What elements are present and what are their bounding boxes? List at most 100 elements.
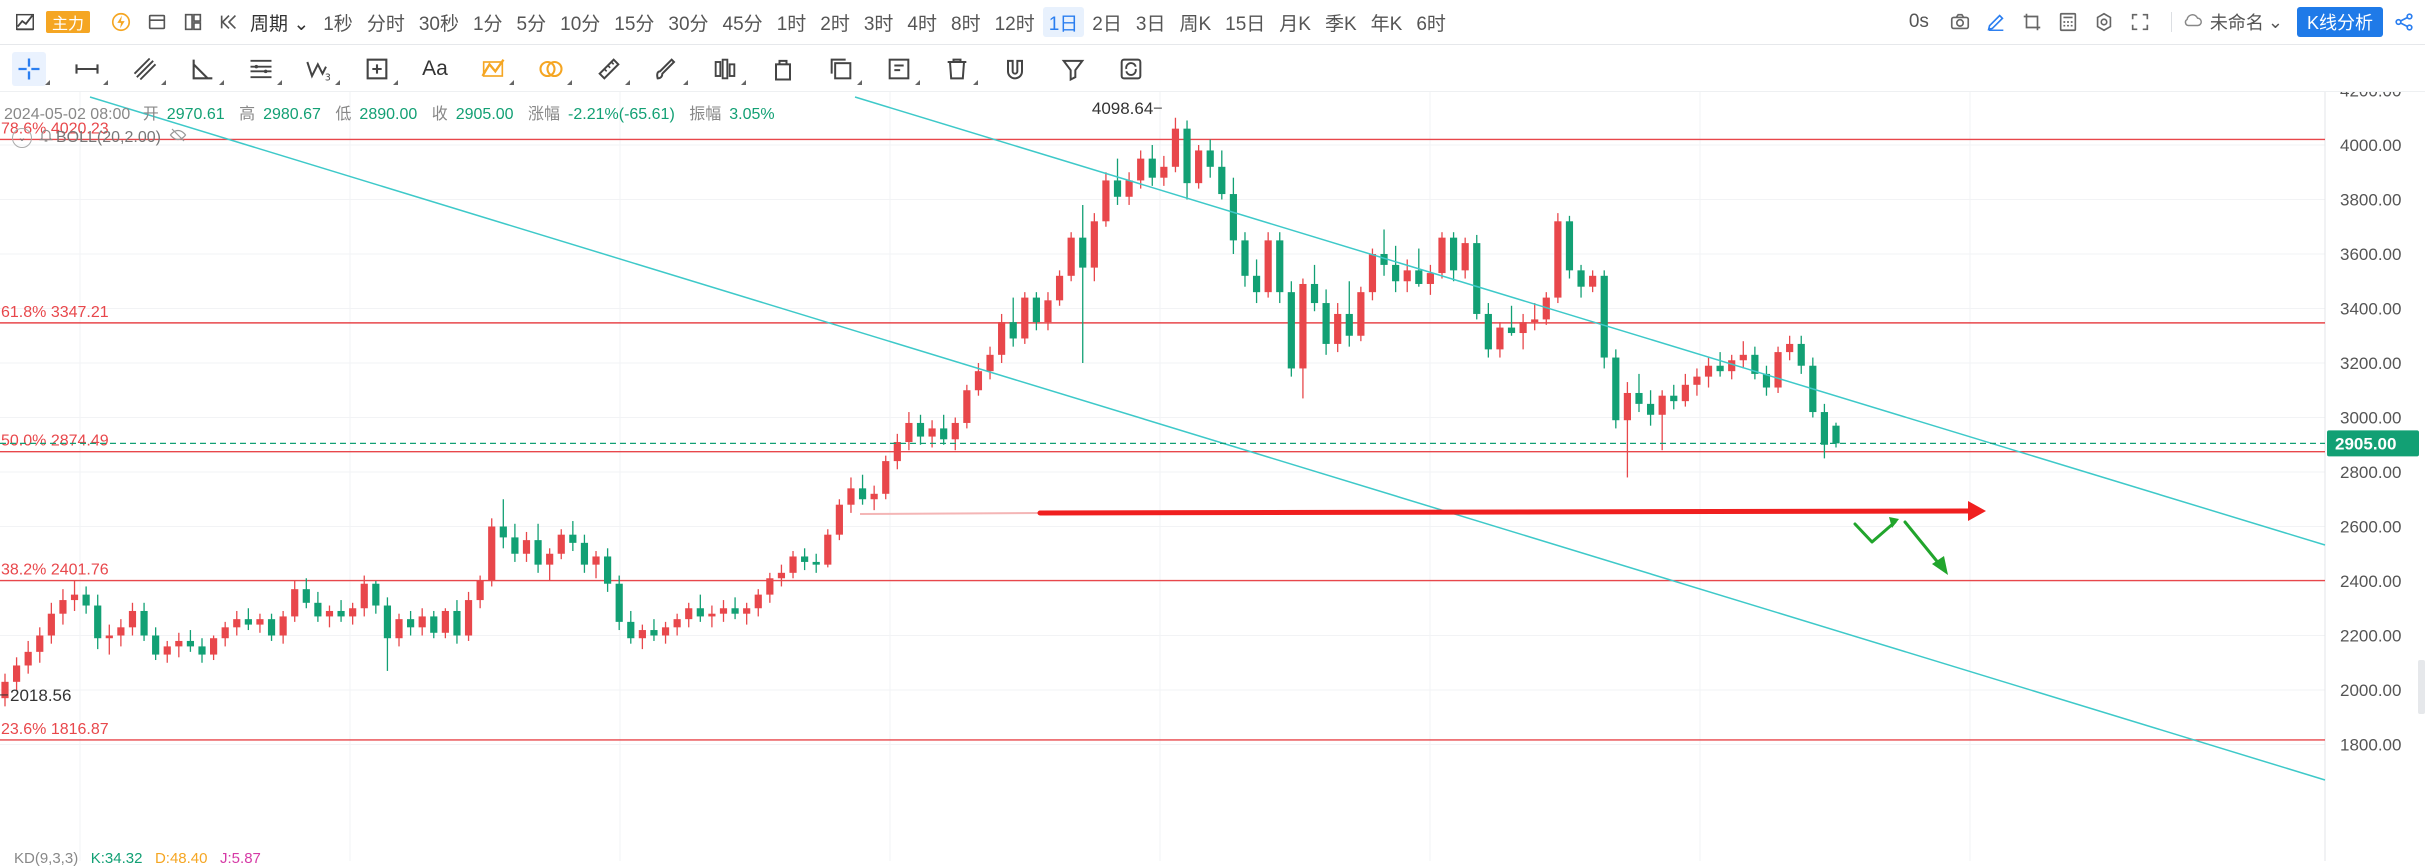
calculator-icon[interactable] xyxy=(2053,7,2083,37)
period-button-9[interactable]: 1时 xyxy=(776,13,807,35)
copy-icon[interactable] xyxy=(824,52,862,86)
candle-body xyxy=(1229,194,1237,241)
candle-body xyxy=(557,534,565,554)
candle-body xyxy=(1090,221,1098,268)
candle-body xyxy=(105,635,113,639)
ruler-icon[interactable] xyxy=(592,52,630,86)
fib-lines-icon[interactable] xyxy=(244,52,282,86)
period-button-13[interactable]: 8时 xyxy=(951,13,981,35)
candle-body xyxy=(1704,365,1713,377)
pattern2-icon[interactable] xyxy=(534,52,572,86)
period-button-11[interactable]: 3时 xyxy=(863,13,894,35)
period-button-8[interactable]: 45分 xyxy=(722,13,763,35)
support-arrow-tail xyxy=(859,512,1041,515)
period-button-19[interactable]: 15日 xyxy=(1225,13,1266,35)
template-icon[interactable] xyxy=(142,7,172,37)
chart-background xyxy=(0,92,2425,861)
period-button-15[interactable]: 1日 xyxy=(1042,7,1085,37)
k-line-analysis-button[interactable]: K线分析 xyxy=(2296,7,2383,37)
candle-body xyxy=(916,422,925,437)
text-tool[interactable]: Aa xyxy=(422,56,448,80)
pen-icon[interactable] xyxy=(1981,7,2011,37)
period-button-2[interactable]: 30秒 xyxy=(418,13,459,35)
chart-type-icon[interactable] xyxy=(10,7,40,37)
period-button-14[interactable]: 12时 xyxy=(994,13,1035,35)
price-chart[interactable]: 4400.004200.004000.003800.003600.003400.… xyxy=(0,92,2425,861)
candle-body xyxy=(893,442,901,462)
period-button-4[interactable]: 5分 xyxy=(516,13,547,35)
period-button-7[interactable]: 30分 xyxy=(668,13,709,35)
period-button-5[interactable]: 10分 xyxy=(560,13,601,35)
lock-icon[interactable] xyxy=(766,52,800,86)
layout-icon[interactable] xyxy=(178,7,208,37)
countdown-display: 0s xyxy=(1908,11,1929,32)
filter-icon[interactable] xyxy=(1056,52,1090,86)
legend-high: 2980.67 xyxy=(263,106,321,123)
candle-body xyxy=(1820,412,1829,445)
candle-body xyxy=(233,619,241,628)
projection-arrow-down xyxy=(1903,520,1942,567)
lightning-icon[interactable] xyxy=(106,7,136,37)
horizontal-segment-icon[interactable] xyxy=(70,52,108,86)
period-button-3[interactable]: 1分 xyxy=(472,13,503,35)
y-tick-label: 3800.00 xyxy=(2340,191,2401,210)
period-button-23[interactable]: 6时 xyxy=(1416,13,1446,35)
period-button-6[interactable]: 15分 xyxy=(614,13,655,35)
parallel-channel-icon[interactable] xyxy=(128,52,166,86)
candle-body xyxy=(198,646,206,655)
period-button-12[interactable]: 4时 xyxy=(907,13,937,35)
document-name[interactable]: 未命名 ⌄ xyxy=(2182,9,2283,36)
side-panel-toggle[interactable] xyxy=(2418,660,2425,714)
period-button-22[interactable]: 年K xyxy=(1370,13,1403,35)
period-button-1[interactable]: 分时 xyxy=(366,13,405,35)
candle-body xyxy=(824,534,832,565)
main-force-badge[interactable]: 主力 xyxy=(46,11,91,33)
magnet-icon[interactable] xyxy=(998,52,1032,86)
ohlc-legend: 2024-05-02 08:00 开 2970.61 高 2980.67 低 2890… xyxy=(4,106,775,123)
candle-body xyxy=(801,556,809,562)
candle-body xyxy=(1218,166,1226,195)
candle-body xyxy=(511,537,519,554)
measure-icon[interactable] xyxy=(360,52,398,86)
collapse-icon[interactable]: ⌄ xyxy=(12,127,32,148)
period-button-18[interactable]: 周K xyxy=(1179,13,1212,35)
period-button-20[interactable]: 月K xyxy=(1279,13,1311,35)
candle-body xyxy=(1276,240,1284,293)
eye-off-icon[interactable] xyxy=(169,126,187,149)
notes-icon[interactable] xyxy=(882,52,920,86)
candle-body xyxy=(407,619,415,628)
kd-indicator: KD(9,3,3) K:34.32 D:48.40 J:5.87 xyxy=(14,850,261,867)
period-button-0[interactable]: 1秒 xyxy=(323,13,353,35)
candle-body xyxy=(569,534,577,543)
chart-area[interactable]: 4400.004200.004000.003800.003600.003400.… xyxy=(0,92,2425,861)
camera-icon[interactable] xyxy=(1945,7,1975,37)
angle-icon[interactable] xyxy=(186,52,224,86)
y-tick-label: 1800.00 xyxy=(2340,736,2401,755)
kd-j-value: J:5.87 xyxy=(220,850,261,867)
share-icon[interactable] xyxy=(2389,7,2419,37)
bars-icon[interactable] xyxy=(708,52,746,86)
period-dropdown[interactable]: 周期 ⌄ xyxy=(250,13,310,35)
period-button-16[interactable]: 2日 xyxy=(1092,13,1122,35)
wave-icon[interactable]: 3 xyxy=(302,52,340,86)
period-button-17[interactable]: 3日 xyxy=(1135,13,1166,35)
period-button-10[interactable]: 2时 xyxy=(820,13,850,35)
sync-icon[interactable] xyxy=(1114,52,1148,86)
period-button-21[interactable]: 季K xyxy=(1324,13,1357,35)
candle-body xyxy=(1496,327,1504,350)
crop-icon[interactable] xyxy=(2017,7,2047,37)
candle-body xyxy=(1693,376,1701,385)
candle-body xyxy=(140,610,148,636)
support-arrow xyxy=(1037,508,1971,516)
drawing-toolbar: 3 Aa xyxy=(0,46,2425,92)
kd-k-value: K:34.32 xyxy=(90,850,143,867)
settings-icon[interactable] xyxy=(2089,7,2119,37)
pattern-icon[interactable] xyxy=(476,52,514,86)
crosshair-icon[interactable] xyxy=(12,51,50,86)
trash-icon[interactable] xyxy=(940,52,978,86)
replay-icon[interactable] xyxy=(214,7,244,37)
fullscreen-icon[interactable] xyxy=(2125,7,2155,37)
boll-indicator[interactable]: ⌄ BOLL(20,2.00) xyxy=(12,126,187,149)
bell-icon[interactable] xyxy=(38,127,54,148)
brush-icon[interactable] xyxy=(650,52,688,86)
